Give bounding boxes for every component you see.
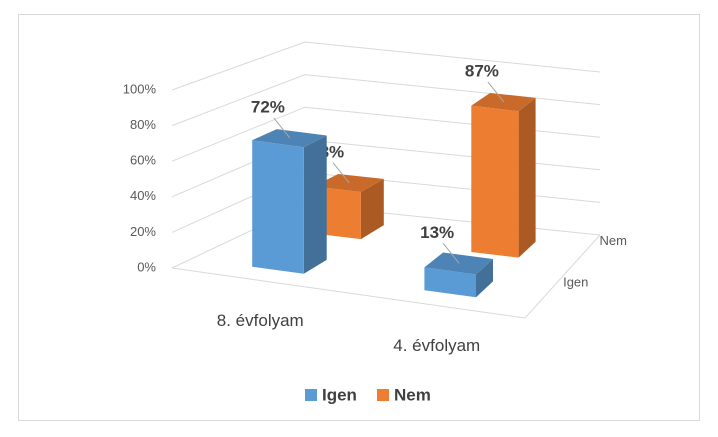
bar-front <box>252 140 304 274</box>
chart-border <box>18 14 700 421</box>
x-tick-label: 8. évfolyam <box>217 311 304 330</box>
leader-line <box>442 243 460 264</box>
y-tick-label: 40% <box>130 188 156 203</box>
y-tick-label: 80% <box>130 117 156 132</box>
data-label: 87% <box>465 61 499 80</box>
bar-side <box>360 178 384 240</box>
x-tick-label: 4. évfolyam <box>393 336 480 355</box>
bar-front <box>471 105 519 258</box>
bar-side <box>476 259 493 298</box>
leader-line <box>273 117 291 139</box>
y-tick-label: 100% <box>123 81 157 96</box>
legend-swatch <box>305 389 317 401</box>
leader-line <box>487 81 505 103</box>
legend-swatch <box>377 389 389 401</box>
depth-label: Nem <box>600 233 627 248</box>
data-label: 72% <box>251 98 285 117</box>
data-label: 13% <box>420 223 454 242</box>
legend-label: Nem <box>394 385 431 404</box>
y-tick-label: 0% <box>137 259 156 274</box>
leader-line <box>332 162 350 184</box>
bar-front <box>424 267 476 298</box>
bar-side <box>303 135 327 274</box>
legend-label: Igen <box>322 385 357 404</box>
depth-label: Igen <box>563 275 588 290</box>
y-tick-label: 20% <box>130 224 156 239</box>
y-tick-label: 60% <box>130 153 156 168</box>
bar-side <box>518 97 536 258</box>
floor-edge <box>171 234 601 319</box>
grid-line <box>171 41 601 91</box>
